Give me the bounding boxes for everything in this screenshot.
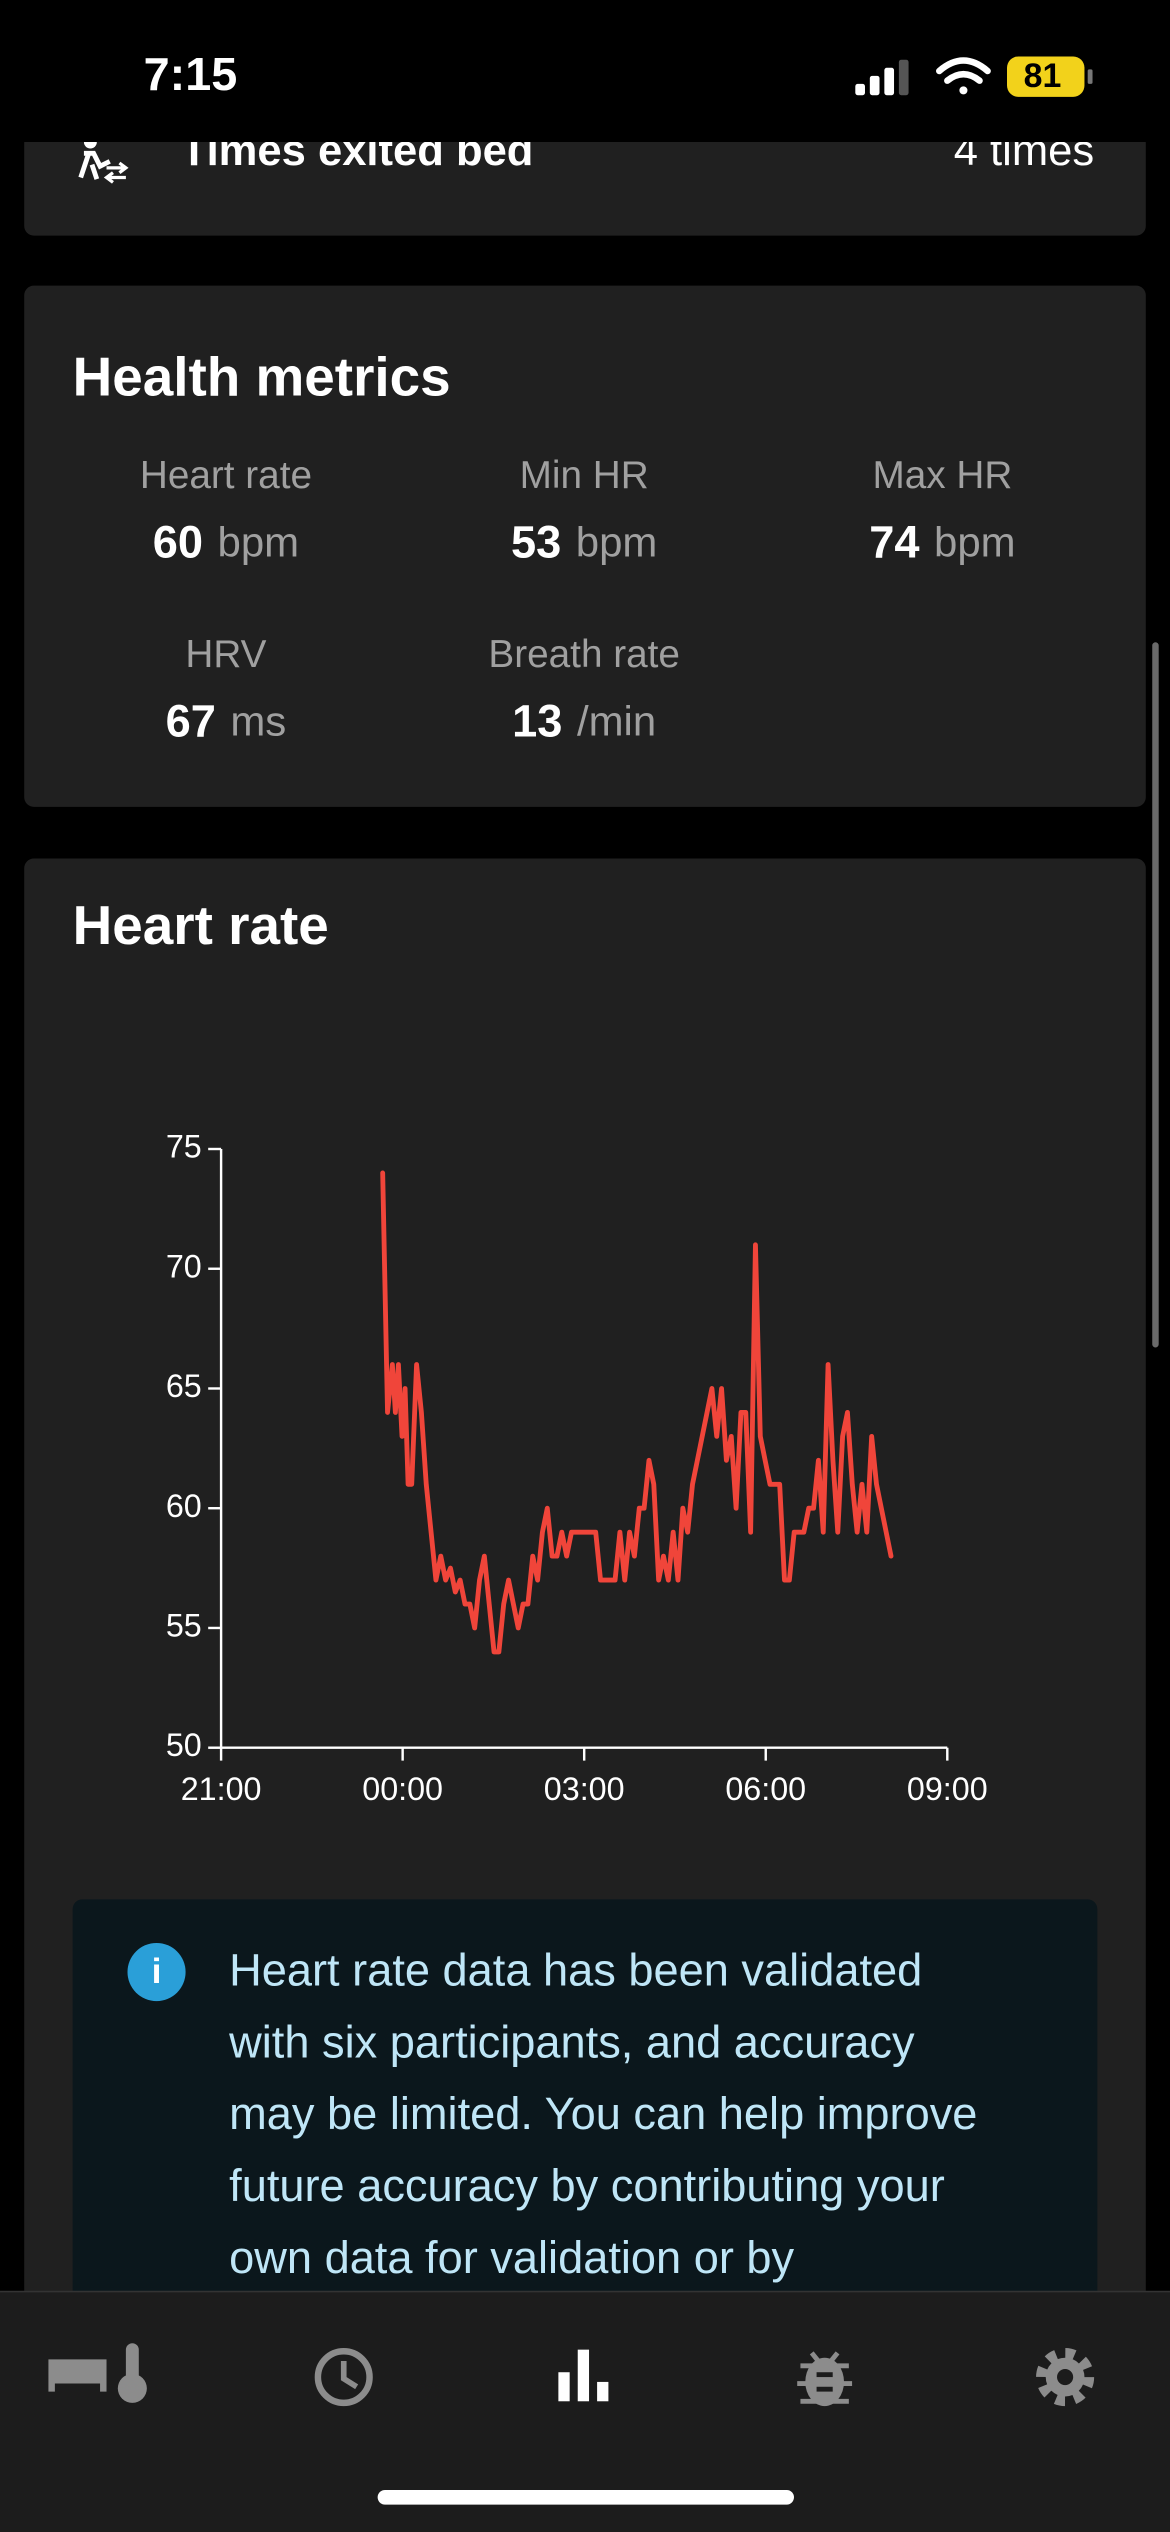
home-indicator (377, 2490, 794, 2505)
battery-icon (1007, 56, 1085, 97)
info-text: Heart rate data has been validated with s… (228, 1945, 977, 2283)
nav-stats[interactable] (558, 2349, 609, 2402)
metric-unit: bpm (576, 519, 658, 566)
y-tick-label: 55 (166, 1607, 202, 1643)
x-tick-label: 21:00 (181, 1771, 262, 1807)
metric-unit: /min (577, 698, 656, 745)
y-tick-label: 75 (166, 1129, 202, 1165)
metric-number: 53 (511, 516, 561, 567)
info-line: may be limited. You can help improve (229, 2088, 977, 2139)
status-time: 7:15 (144, 48, 238, 100)
info-line: own data for validation or by (229, 2232, 794, 2283)
info-line: Heart rate data has been validated (229, 1945, 922, 1996)
metric-value: 74 bpm (869, 516, 1015, 567)
health-metrics-title: Health metrics (73, 345, 451, 407)
heart-rate-line (380, 1170, 894, 1655)
metric-label: HRV (185, 633, 266, 676)
y-tick-label: 65 (166, 1368, 202, 1404)
nav-debug[interactable] (797, 2351, 853, 2407)
battery-level: 81 (1024, 57, 1062, 95)
metric-number: 13 (512, 696, 562, 747)
chart-title: Heart rate (73, 894, 329, 956)
metric-label: Max HR (873, 454, 1013, 497)
metric-number: 74 (869, 516, 919, 567)
y-tick-label: 50 (166, 1727, 202, 1763)
metric-unit: bpm (218, 519, 300, 566)
x-tick-label: 00:00 (362, 1771, 443, 1807)
x-tick-label: 06:00 (725, 1771, 806, 1807)
metric-value: 13/min (512, 696, 656, 747)
metric-label: Min HR (520, 454, 649, 497)
metric-unit: bpm (934, 519, 1016, 566)
metric-value: 60 bpm (153, 516, 299, 567)
wifi-icon (935, 57, 991, 95)
scrollbar (1152, 642, 1159, 1348)
metric-label: Breath rate (488, 633, 680, 676)
chart: 50 55 60 65 70 75 21:00 00:00 03:00 06:00 09:00 (166, 1129, 988, 1807)
health-metrics-card (24, 285, 1146, 807)
metrics-grid: Heart rate 60 bpm Min HR 53 bpm Max HR 74 bpm HRV… (140, 454, 1016, 747)
info-icon (127, 1942, 186, 2002)
metric-unit: ms (230, 698, 286, 745)
y-tick-label: 70 (166, 1248, 202, 1284)
x-tick-label: 03:00 (544, 1771, 625, 1807)
metric-value: 53 bpm (511, 516, 657, 567)
nav-settings[interactable] (1036, 2348, 1095, 2407)
battery-tip (1087, 69, 1093, 84)
metric-number: 60 (153, 516, 203, 567)
metric-value: 67 ms (166, 696, 287, 747)
nav-history[interactable] (314, 2348, 373, 2407)
status-bar (0, 0, 1170, 143)
y-tick-label: 60 (166, 1488, 202, 1524)
metric-number: 67 (166, 696, 216, 747)
x-tick-label: 09:00 (907, 1771, 988, 1807)
info-box (72, 1899, 1098, 2416)
info-line: with six participants, and accuracy (228, 2016, 915, 2067)
metric-label: Heart rate (140, 454, 312, 497)
info-icon-glyph: i (152, 1951, 162, 1991)
signal-icon (855, 59, 909, 96)
nav-bed-temp[interactable] (48, 2343, 147, 2403)
info-line: future accuracy by contributing your (229, 2160, 945, 2211)
